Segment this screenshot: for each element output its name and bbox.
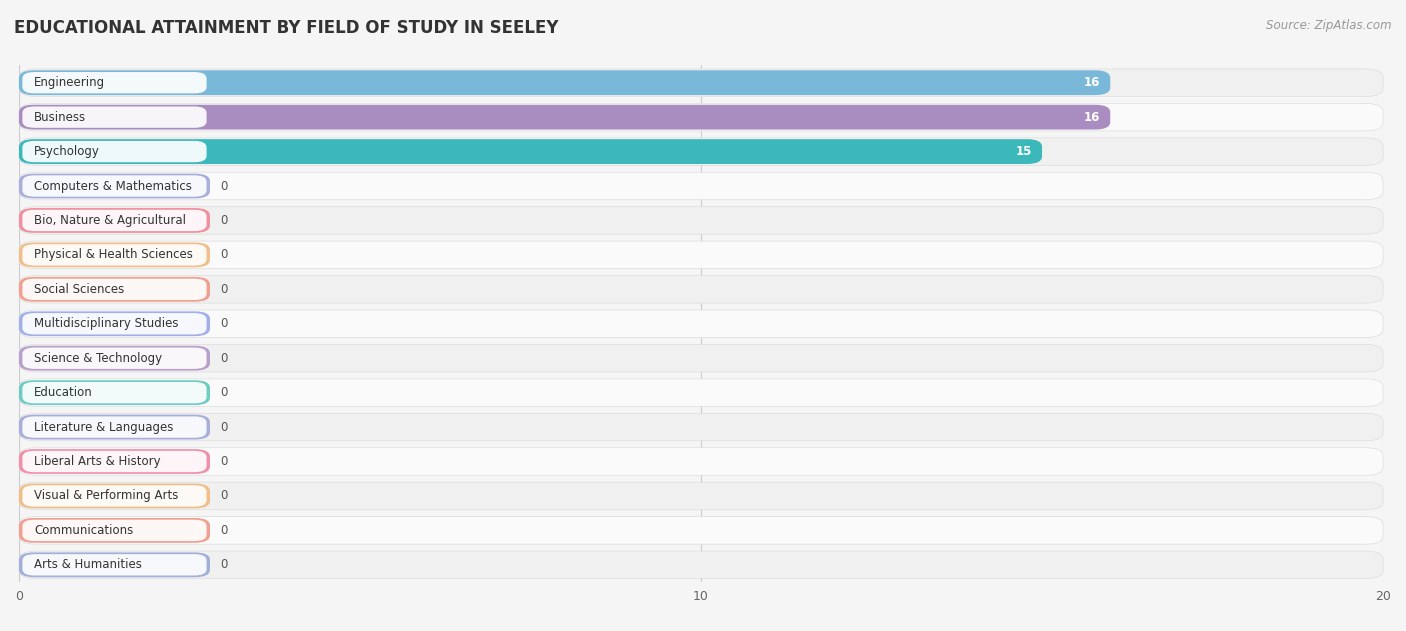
Text: Science & Technology: Science & Technology [34,351,162,365]
Text: 0: 0 [221,386,228,399]
FancyBboxPatch shape [22,107,207,128]
FancyBboxPatch shape [20,174,209,198]
FancyBboxPatch shape [20,70,1111,95]
FancyBboxPatch shape [20,449,209,474]
Text: 0: 0 [221,558,228,571]
FancyBboxPatch shape [22,382,207,403]
FancyBboxPatch shape [20,69,1384,97]
Text: Source: ZipAtlas.com: Source: ZipAtlas.com [1267,19,1392,32]
FancyBboxPatch shape [20,552,209,577]
Text: Bio, Nature & Agricultural: Bio, Nature & Agricultural [34,214,186,227]
Text: Visual & Performing Arts: Visual & Performing Arts [34,490,179,502]
Text: Business: Business [34,110,86,124]
FancyBboxPatch shape [22,520,207,541]
Text: 0: 0 [221,283,228,296]
FancyBboxPatch shape [20,311,209,336]
Text: 0: 0 [221,249,228,261]
FancyBboxPatch shape [20,138,1384,165]
Text: Computers & Mathematics: Computers & Mathematics [34,179,191,192]
Text: EDUCATIONAL ATTAINMENT BY FIELD OF STUDY IN SEELEY: EDUCATIONAL ATTAINMENT BY FIELD OF STUDY… [14,19,558,37]
Text: Engineering: Engineering [34,76,105,89]
FancyBboxPatch shape [20,105,1111,129]
FancyBboxPatch shape [20,517,1384,544]
FancyBboxPatch shape [22,141,207,162]
FancyBboxPatch shape [20,345,1384,372]
Text: 0: 0 [221,351,228,365]
FancyBboxPatch shape [22,313,207,334]
FancyBboxPatch shape [22,451,207,472]
FancyBboxPatch shape [20,346,209,370]
FancyBboxPatch shape [22,72,207,93]
Text: 0: 0 [221,524,228,537]
Text: Multidisciplinary Studies: Multidisciplinary Studies [34,317,179,330]
FancyBboxPatch shape [20,277,209,302]
FancyBboxPatch shape [20,207,1384,234]
FancyBboxPatch shape [20,242,209,268]
Text: Social Sciences: Social Sciences [34,283,124,296]
Text: 0: 0 [221,421,228,433]
FancyBboxPatch shape [22,348,207,369]
FancyBboxPatch shape [20,310,1384,338]
Text: 0: 0 [221,179,228,192]
FancyBboxPatch shape [20,415,209,439]
FancyBboxPatch shape [20,551,1384,579]
Text: 0: 0 [221,214,228,227]
Text: Communications: Communications [34,524,134,537]
FancyBboxPatch shape [20,379,1384,406]
Text: Psychology: Psychology [34,145,100,158]
Text: 16: 16 [1084,76,1099,89]
Text: Literature & Languages: Literature & Languages [34,421,173,433]
FancyBboxPatch shape [22,175,207,197]
FancyBboxPatch shape [22,485,207,507]
FancyBboxPatch shape [22,244,207,266]
FancyBboxPatch shape [22,554,207,575]
FancyBboxPatch shape [20,482,1384,510]
FancyBboxPatch shape [22,279,207,300]
FancyBboxPatch shape [20,208,209,233]
FancyBboxPatch shape [20,413,1384,441]
Text: Education: Education [34,386,93,399]
Text: 0: 0 [221,490,228,502]
FancyBboxPatch shape [20,241,1384,269]
Text: Physical & Health Sciences: Physical & Health Sciences [34,249,193,261]
FancyBboxPatch shape [22,416,207,438]
Text: 16: 16 [1084,110,1099,124]
FancyBboxPatch shape [20,172,1384,200]
FancyBboxPatch shape [20,276,1384,303]
FancyBboxPatch shape [20,448,1384,475]
Text: Arts & Humanities: Arts & Humanities [34,558,142,571]
FancyBboxPatch shape [20,139,1042,164]
Text: 0: 0 [221,317,228,330]
FancyBboxPatch shape [20,380,209,405]
Text: 0: 0 [221,455,228,468]
FancyBboxPatch shape [22,209,207,231]
FancyBboxPatch shape [20,483,209,509]
Text: 15: 15 [1015,145,1032,158]
Text: Liberal Arts & History: Liberal Arts & History [34,455,160,468]
FancyBboxPatch shape [20,103,1384,131]
FancyBboxPatch shape [20,518,209,543]
